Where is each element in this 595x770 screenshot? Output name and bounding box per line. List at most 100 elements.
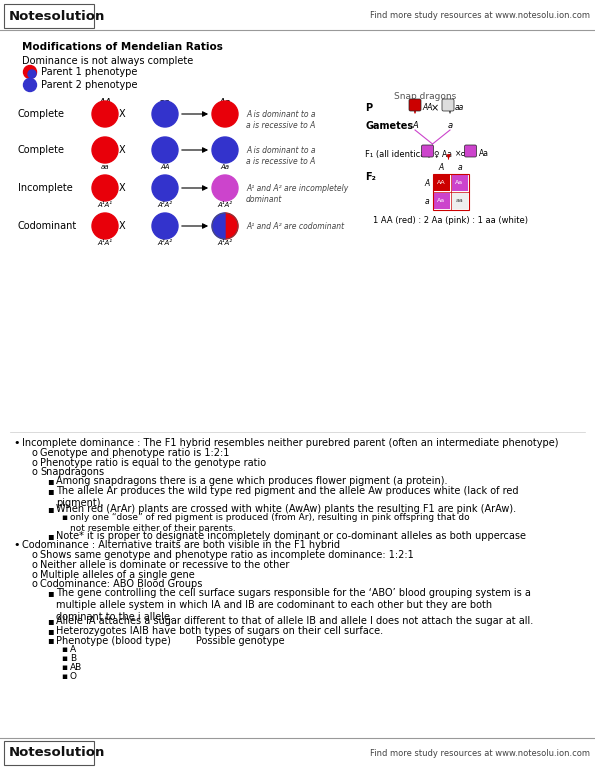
Text: ▪: ▪	[47, 617, 54, 627]
Text: ▪: ▪	[47, 626, 54, 636]
Text: Dominance is not always complete: Dominance is not always complete	[22, 56, 193, 66]
Text: A¹A²: A¹A²	[218, 202, 233, 208]
Text: ▪: ▪	[61, 663, 67, 672]
Text: o: o	[31, 560, 37, 570]
Text: X: X	[118, 145, 126, 155]
Text: The allele Ar produces the wild type red pigment and the allele Aw produces whit: The allele Ar produces the wild type red…	[56, 486, 518, 508]
Text: •: •	[13, 541, 20, 551]
Text: Gametes: Gametes	[365, 121, 413, 131]
Text: The gene controlling the cell surface sugars responsible for the ‘ABO’ blood gro: The gene controlling the cell surface su…	[56, 588, 531, 622]
Text: Genotype and phenotype ratio is 1:2:1: Genotype and phenotype ratio is 1:2:1	[40, 448, 230, 458]
Text: AA: AA	[160, 164, 170, 170]
Text: AA: AA	[437, 180, 446, 186]
Text: o: o	[31, 570, 37, 580]
Text: A¹A¹: A¹A¹	[98, 202, 112, 208]
Text: Find more study resources at www.notesolu.ion.com: Find more study resources at www.notesol…	[370, 12, 590, 21]
Text: Phenotype (blood type)        Possible genotype: Phenotype (blood type) Possible genotype	[56, 635, 284, 645]
Text: •: •	[13, 438, 20, 448]
Text: A: A	[70, 645, 76, 654]
Text: P: P	[365, 103, 372, 113]
Text: aa: aa	[101, 164, 109, 170]
Polygon shape	[212, 213, 225, 239]
Text: o: o	[31, 551, 37, 561]
Text: ▪: ▪	[47, 531, 54, 541]
Text: F₁ (all identical): F₁ (all identical)	[365, 149, 431, 159]
Text: A: A	[439, 163, 444, 172]
Text: Aa: Aa	[455, 180, 464, 186]
FancyBboxPatch shape	[442, 99, 454, 111]
Text: ▪: ▪	[61, 672, 67, 681]
Text: A¹ and A² are incompletely
dominant: A¹ and A² are incompletely dominant	[246, 184, 348, 204]
Text: Snap dragons: Snap dragons	[394, 92, 456, 101]
Text: ×♂: ×♂	[455, 149, 468, 159]
Text: AA: AA	[422, 103, 433, 112]
Text: Notesolution: Notesolution	[9, 9, 105, 22]
Circle shape	[92, 213, 118, 239]
Text: B: B	[70, 654, 76, 663]
Text: Notesolution: Notesolution	[9, 746, 105, 759]
Text: o: o	[31, 448, 37, 458]
Text: Codominance: ABO Blood Groups: Codominance: ABO Blood Groups	[40, 579, 202, 589]
Circle shape	[92, 175, 118, 201]
Text: When red (ArAr) plants are crossed with white (AwAw) plants the resulting F1 are: When red (ArAr) plants are crossed with …	[56, 504, 516, 514]
Text: Codominance : Alternative traits are both visible in the F1 hybrid: Codominance : Alternative traits are bot…	[22, 541, 340, 551]
Text: Parent 1 phenotype: Parent 1 phenotype	[41, 67, 137, 77]
FancyBboxPatch shape	[0, 0, 595, 30]
Text: ▪: ▪	[47, 635, 54, 645]
Text: a: a	[425, 196, 430, 206]
Text: Incomplete: Incomplete	[18, 183, 73, 193]
Text: Phenotype ratio is equal to the genotype ratio: Phenotype ratio is equal to the genotype…	[40, 457, 266, 467]
Text: ▪: ▪	[47, 486, 54, 496]
Circle shape	[152, 213, 178, 239]
Text: AB: AB	[70, 663, 82, 672]
Text: ▪: ▪	[61, 514, 67, 523]
FancyBboxPatch shape	[4, 741, 94, 765]
Text: Note* it is proper to designate incompletely dominant or co-dominant alleles as : Note* it is proper to designate incomple…	[56, 531, 526, 541]
Circle shape	[212, 101, 238, 127]
Text: O: O	[70, 672, 77, 681]
Text: ▪: ▪	[61, 645, 67, 654]
Text: o: o	[31, 467, 37, 477]
Text: A is dominant to a
a is recessive to A: A is dominant to a a is recessive to A	[246, 110, 315, 130]
Text: Among snapdragons there is a gene which produces flower pigment (a protein).: Among snapdragons there is a gene which …	[56, 477, 447, 487]
Text: Parent 2 phenotype: Parent 2 phenotype	[41, 80, 137, 90]
FancyBboxPatch shape	[4, 4, 94, 28]
Text: Complete: Complete	[18, 145, 65, 155]
Text: X: X	[118, 109, 126, 119]
Text: A: A	[412, 122, 418, 130]
Text: Complete: Complete	[18, 109, 65, 119]
Text: a: a	[457, 163, 462, 172]
Text: Multiple alleles of a single gene: Multiple alleles of a single gene	[40, 570, 195, 580]
Text: Modifications of Mendelian Ratios: Modifications of Mendelian Ratios	[22, 42, 223, 52]
Text: o: o	[31, 457, 37, 467]
Text: Shows same genotype and phenotype ratio as incomplete dominance: 1:2:1: Shows same genotype and phenotype ratio …	[40, 551, 414, 561]
Circle shape	[23, 65, 36, 79]
Circle shape	[212, 137, 238, 163]
Text: A¹A¹: A¹A¹	[98, 240, 112, 246]
Text: Incomplete dominance : The F1 hybrid resembles neither purebred parent (often an: Incomplete dominance : The F1 hybrid res…	[22, 438, 559, 448]
Circle shape	[23, 79, 36, 92]
Text: a: a	[447, 122, 453, 130]
Text: ▪: ▪	[47, 477, 54, 487]
Circle shape	[92, 101, 118, 127]
Circle shape	[28, 70, 36, 78]
FancyBboxPatch shape	[409, 99, 421, 111]
FancyBboxPatch shape	[452, 193, 468, 209]
Text: A¹ and A² are codominant: A¹ and A² are codominant	[246, 222, 344, 231]
Text: 1 AA (red) : 2 Aa (pink) : 1 aa (white): 1 AA (red) : 2 Aa (pink) : 1 aa (white)	[373, 216, 528, 225]
Text: Snapdragons: Snapdragons	[40, 467, 104, 477]
FancyBboxPatch shape	[421, 145, 434, 157]
Text: only one “dose” of red pigment is produced (from Ar), resulting in pink offsprin: only one “dose” of red pigment is produc…	[70, 514, 469, 534]
Text: Aa: Aa	[478, 149, 488, 159]
Text: A²A²: A²A²	[158, 202, 173, 208]
Text: ▪: ▪	[47, 504, 54, 514]
Text: aa: aa	[456, 199, 464, 203]
Text: X: X	[118, 221, 126, 231]
FancyBboxPatch shape	[434, 193, 449, 209]
Circle shape	[92, 137, 118, 163]
Text: o: o	[31, 579, 37, 589]
Text: A¹A²: A¹A²	[218, 240, 233, 246]
Text: Aa: Aa	[219, 98, 231, 108]
FancyBboxPatch shape	[465, 145, 477, 157]
Circle shape	[152, 101, 178, 127]
